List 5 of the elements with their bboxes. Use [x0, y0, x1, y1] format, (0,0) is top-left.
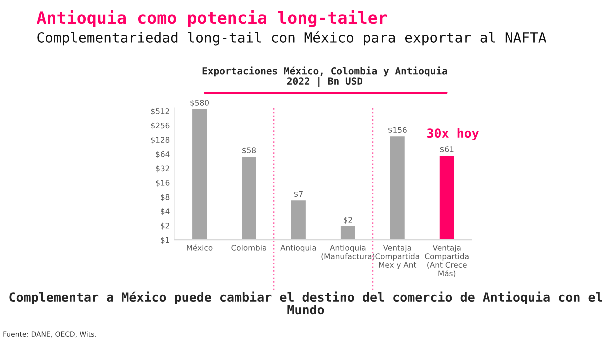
chart-subtitle: Complementariedad long-tail con México para exportar al NAFTA	[38, 32, 547, 46]
text: Complementar a México puede cambiar el destino del comercio de Antioquia con el Mundo	[10, 292, 602, 315]
annotation: 30x hoy	[427, 128, 480, 141]
chart-title: Antioquia como potencia long-tailer	[36, 10, 388, 28]
text: Exportaciones México, Colombia y Antioquia 2022 | Bn USD	[202, 66, 448, 88]
